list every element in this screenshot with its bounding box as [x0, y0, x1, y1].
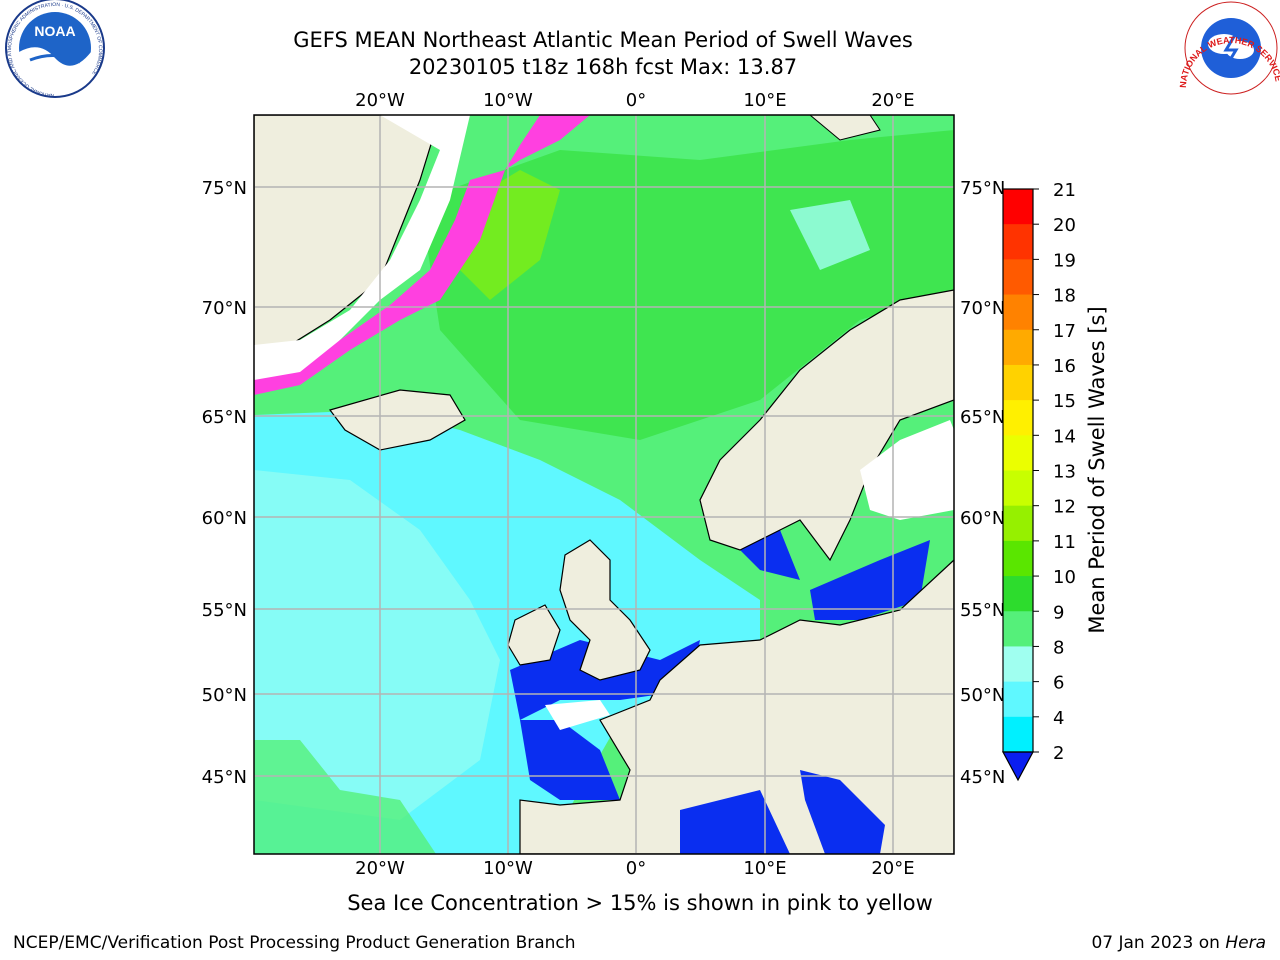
lat-label-right: 65°N: [960, 407, 1005, 428]
colorbar-label: Mean Period of Swell Waves [s]: [1085, 306, 1109, 634]
colorbar-tick-label: 9: [1053, 602, 1064, 623]
missing-data-patch: [545, 700, 610, 730]
colorbar-tick-label: 12: [1053, 497, 1076, 518]
system-name: Hera: [1225, 933, 1266, 953]
lat-label-left: 65°N: [202, 407, 247, 428]
colorbar-tick-label: 21: [1053, 180, 1076, 201]
colorbar-segment: [1003, 364, 1033, 401]
sea-ice-note: Sea Ice Concentration > 15% is shown in …: [347, 891, 933, 915]
lon-label-bottom: 10°E: [743, 858, 786, 879]
map-grid: [254, 115, 954, 854]
colorbar-tick-label: 13: [1053, 462, 1076, 483]
swell-light-cyan-region: [254, 470, 500, 820]
colorbar-segment: [1003, 540, 1033, 577]
colorbar-segment: [1003, 224, 1033, 260]
lon-label-bottom: 0°: [626, 858, 646, 879]
lat-label-left: 55°N: [202, 600, 247, 621]
lat-label-left: 60°N: [202, 508, 247, 529]
colorbar-segment: [1003, 435, 1033, 471]
lat-labels-left: 75°N 70°N 65°N 60°N 55°N 50°N 45°N: [202, 178, 247, 788]
lon-label-bottom: 20°W: [355, 858, 405, 879]
swell-blue-channel: [510, 640, 700, 720]
lon-labels-bottom: 20°W 10°W 0° 10°E 20°E: [355, 858, 914, 879]
lon-label-top: 10°W: [483, 90, 533, 111]
colorbar: 21 20 19 18 17 16 15 14 13 12 11 10 9 8 6 4 2: [1001, 180, 1076, 782]
lat-label-left: 45°N: [202, 767, 247, 788]
colorbar-tick-label: 4: [1053, 708, 1064, 729]
colorbar-tick-label: 15: [1053, 391, 1076, 412]
lon-labels-top: 20°W 10°W 0° 10°E 20°E: [355, 90, 914, 111]
lon-label-bottom: 10°W: [483, 858, 533, 879]
colorbar-tick-label: 19: [1053, 250, 1076, 271]
swell-blue-adriatic-overlay: [800, 770, 885, 854]
credit-text: NCEP/EMC/Verification Post Processing Pr…: [13, 933, 576, 953]
colorbar-tick-label: 17: [1053, 321, 1076, 342]
colorbar-tick-label: 10: [1053, 567, 1076, 588]
colorbar-tick-label: 8: [1053, 637, 1064, 658]
swell-blue-biscay: [520, 720, 620, 800]
lat-label-right: 50°N: [960, 685, 1005, 706]
noaa-logo-text: NOAA: [34, 23, 75, 39]
lon-label-top: 20°E: [871, 90, 914, 111]
colorbar-segment: [1003, 329, 1033, 366]
lat-label-right: 45°N: [960, 767, 1005, 788]
noaa-logo: NOAA NATIONAL OCEANIC AND ATMOSPHERIC AD…: [5, 0, 105, 98]
sea-ice-edge-pink: [254, 170, 505, 395]
colorbar-tick-label: 11: [1053, 532, 1076, 553]
colorbar-segment: [1003, 611, 1033, 647]
colorbar-segment: [1003, 646, 1033, 683]
lon-label-top: 20°W: [355, 90, 405, 111]
colorbar-segment: [1003, 716, 1033, 753]
lat-label-right: 70°N: [960, 298, 1005, 319]
land-great-britain: [559, 539, 651, 681]
colorbar-tick-label: 14: [1053, 426, 1076, 447]
colorbar-underflow-arrow: [1001, 751, 1035, 782]
lon-label-top: 10°E: [743, 90, 786, 111]
land-iceland: [328, 389, 466, 451]
colorbar-segment: [1003, 470, 1033, 507]
sea-ice-edge-pink-north: [505, 115, 590, 170]
lat-label-right: 60°N: [960, 508, 1005, 529]
colorbar-tick-label: 6: [1053, 673, 1064, 694]
colorbar-tick-label: 18: [1053, 286, 1076, 307]
swell-blue-med-overlay: [680, 790, 790, 854]
lat-label-left: 70°N: [202, 298, 247, 319]
land-scandinavia: [699, 289, 954, 562]
sea-ice-gulf-of-bothnia: [860, 420, 954, 520]
lon-label-bottom: 20°E: [871, 858, 914, 879]
lat-label-right: 55°N: [960, 600, 1005, 621]
colorbar-segment: [1003, 259, 1033, 296]
land-continental-europe: [519, 559, 954, 854]
swell-cyan-patch-barents: [790, 200, 870, 270]
colorbar-segment: [1003, 505, 1033, 542]
date-label: 07 Jan 2023 on: [1091, 933, 1220, 953]
chart-subtitle: 20230105 t18z 168h fcst Max: 13.87: [408, 55, 798, 79]
map-plot-area: [254, 115, 954, 854]
swell-blue-baltic: [810, 540, 930, 620]
colorbar-tick-label: 20: [1053, 215, 1076, 236]
colorbar-segment: [1003, 189, 1033, 225]
land-greenland: [254, 115, 441, 351]
lat-label-left: 75°N: [202, 178, 247, 199]
colorbar-tick-label: 16: [1053, 356, 1076, 377]
map-frame: [253, 114, 955, 855]
chart-title: GEFS MEAN Northeast Atlantic Mean Period…: [293, 28, 913, 52]
nws-logo: NATIONAL WEATHER SERVICE: [1178, 1, 1280, 95]
colorbar-segment: [1003, 576, 1033, 612]
land-svalbard: [809, 115, 881, 141]
lat-label-right: 75°N: [960, 178, 1005, 199]
lat-label-left: 50°N: [202, 685, 247, 706]
swell-green-southwest: [254, 740, 436, 854]
colorbar-segment: [1003, 681, 1033, 718]
date-text: 07 Jan 2023 on Hera: [1091, 933, 1266, 953]
colorbar-tick-label: 2: [1053, 743, 1064, 764]
colorbar-segment: [1003, 294, 1033, 331]
lat-labels-right: 75°N 70°N 65°N 60°N 55°N 50°N 45°N: [960, 178, 1005, 788]
lon-label-top: 0°: [626, 90, 646, 111]
sea-ice-white: [254, 115, 470, 392]
colorbar-segment: [1003, 400, 1033, 436]
